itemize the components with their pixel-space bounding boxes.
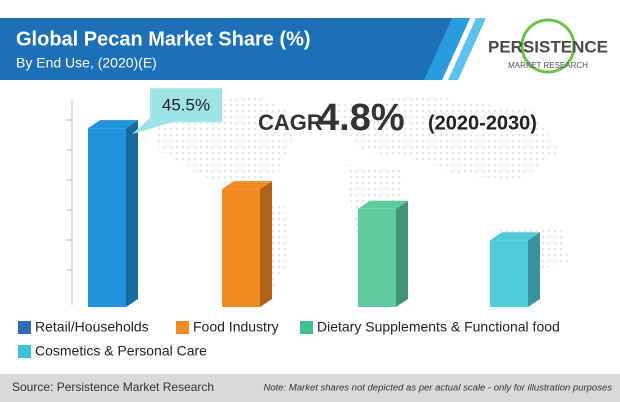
chart-title: Global Pecan Market Share (%) [16, 28, 311, 50]
legend-label: Food Industry [193, 319, 279, 335]
logo-name: PERSISTENCE [488, 37, 608, 56]
legend-swatch [18, 345, 31, 358]
bar-top [88, 120, 138, 129]
legend-label: Dietary Supplements & Functional food [317, 319, 560, 335]
value-label: 45.5% [162, 96, 210, 115]
header-stripe [448, 18, 486, 80]
legend-label: Cosmetics & Personal Care [35, 343, 207, 359]
bar [88, 128, 126, 307]
bar-side [260, 181, 272, 307]
legend-swatch [176, 321, 189, 334]
legend-swatch [300, 321, 313, 334]
logo-tagline: MARKET RESEARCH [508, 61, 588, 70]
cagr-period: (2020-2030) [428, 112, 537, 134]
logo: PERSISTENCE MARKET RESEARCH [488, 18, 608, 74]
axis-deco [66, 100, 73, 305]
callout [150, 88, 222, 123]
footer [0, 374, 620, 402]
cagr-label: CAGR [258, 110, 323, 135]
cagr: CAGR 4.8% (2020-2030) [258, 97, 537, 139]
chart-subtitle: By End Use, (2020)(E) [16, 55, 157, 71]
bar-side [528, 232, 540, 307]
bar-top [358, 200, 408, 209]
cagr-value: 4.8% [318, 97, 405, 139]
logo-ring [520, 18, 576, 74]
bar-top [222, 181, 272, 190]
bar-top [490, 232, 540, 241]
bar-side [396, 200, 408, 307]
bar [358, 208, 396, 307]
note: Note: Market shares not depicted as per … [263, 383, 612, 394]
bar [490, 240, 528, 307]
source: Source: Persistence Market Research [12, 380, 214, 394]
legend-swatch [18, 321, 31, 334]
bar [222, 189, 260, 307]
legend-label: Retail/Households [35, 319, 149, 335]
bar-side [126, 120, 138, 307]
header-stripe [424, 18, 470, 80]
header-band [0, 18, 470, 80]
